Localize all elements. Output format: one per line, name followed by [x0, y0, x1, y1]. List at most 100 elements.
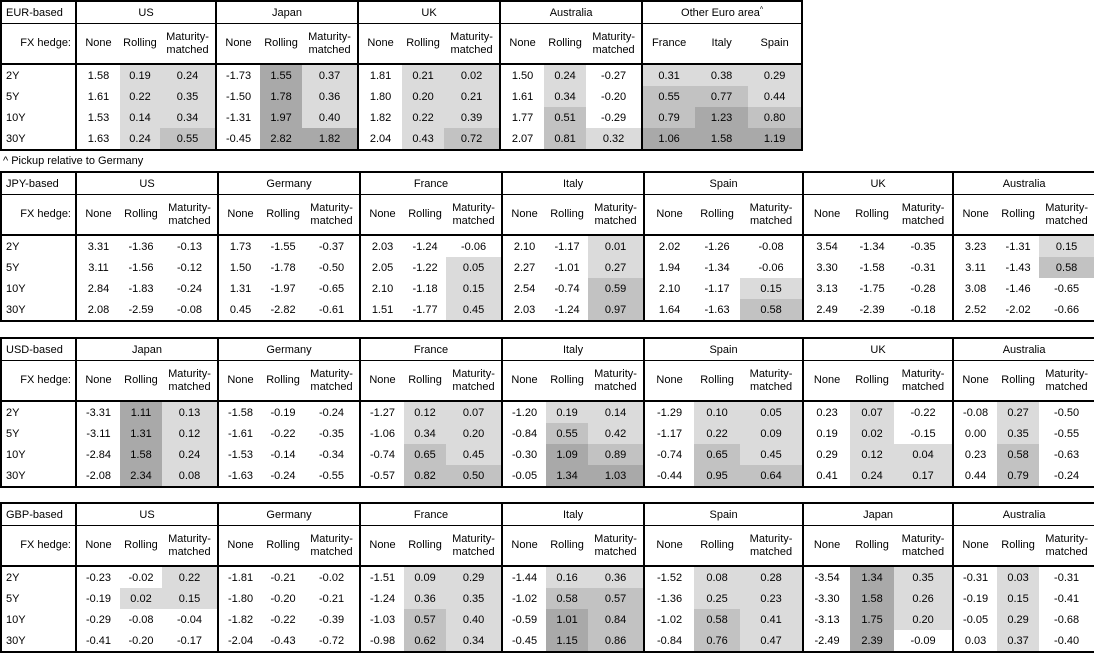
- value-cell-10y-australia-rolling: 0.29: [997, 609, 1040, 630]
- value-cell-10y-spain-maturity-matched: 0.15: [740, 278, 804, 299]
- group-header-germany: Germany: [217, 338, 361, 361]
- value-cell-5y-japan-maturity-matched: 0.12: [162, 423, 219, 444]
- group-name: Australia: [1002, 177, 1046, 190]
- value-cell-10y-australia-none: -0.05: [952, 609, 998, 630]
- value-cell-5y-uk-rolling: -1.58: [859, 261, 885, 274]
- value-cell-30y-germany-rolling: -0.43: [270, 634, 296, 647]
- value-cell-2y-australia-none: 1.50: [499, 64, 545, 86]
- value-cell-10y-italy-rolling: -0.74: [554, 282, 580, 295]
- value-cell-10y-italy-none: -0.59: [501, 609, 547, 630]
- value-cell-10y-france-rolling: -1.18: [412, 282, 438, 295]
- value-cell-5y-germany-rolling: -0.20: [270, 592, 296, 605]
- value-cell-2y-us-none: -0.23: [75, 566, 120, 588]
- value-cell-2y-australia-none: -0.31: [952, 566, 998, 588]
- column-header-rolling: Rolling: [850, 525, 895, 567]
- value-cell-30y-france-rolling: 0.82: [404, 465, 447, 487]
- value-cell-5y-germany-rolling: -1.78: [270, 261, 296, 274]
- value-cell-5y-australia-maturity-matched: -0.55: [1054, 427, 1080, 440]
- column-header-maturity-matched: Maturity-matched: [162, 360, 219, 402]
- group-header-france: France: [359, 338, 503, 361]
- column-header-none: None: [952, 194, 998, 236]
- value-cell-2y-france-maturity-matched: 0.07: [446, 401, 503, 423]
- value-cell-2y-germany-rolling: -0.21: [270, 571, 296, 584]
- value-cell-2y-us-rolling: -1.36: [128, 240, 154, 253]
- table-eur-based-slot: EUR-based US Japan UK Australia Other Euro ar…: [0, 0, 1094, 151]
- value-cell-5y-japan-rolling: 1.78: [260, 86, 303, 107]
- value-cell-5y-us-none: 3.11: [75, 257, 120, 278]
- value-cell-5y-spain-maturity-matched: 0.23: [740, 588, 804, 609]
- column-header-none: None: [215, 23, 261, 65]
- group-name: Australia: [1002, 508, 1046, 521]
- column-header-maturity-matched: Maturity-matched: [740, 525, 804, 567]
- value-cell-2y-france-rolling: 0.12: [404, 401, 447, 423]
- value-cell-2y-germany-none: -1.81: [217, 566, 263, 588]
- value-cell-2y-japan-rolling: 1.55: [260, 64, 303, 86]
- value-cell-30y-us-maturity-matched: -0.17: [176, 634, 203, 647]
- value-cell-30y-spain-rolling: 0.76: [694, 630, 741, 652]
- value-cell-5y-italy-rolling: 0.55: [546, 423, 589, 444]
- value-cell-5y-italy-rolling: -1.01: [554, 261, 580, 274]
- value-cell-5y-spain-none: -1.36: [643, 588, 695, 609]
- value-cell-30y-us-maturity-matched: -0.08: [176, 303, 203, 316]
- value-cell-30y-spain-rolling: 0.95: [694, 465, 741, 487]
- value-cell-5y-spain-rolling: 0.22: [694, 423, 741, 444]
- column-header-none: None: [75, 360, 120, 402]
- group-name: Germany: [266, 177, 312, 190]
- column-header-rolling: Rolling: [262, 525, 305, 567]
- value-cell-30y-australia-none: 0.44: [952, 465, 998, 487]
- value-cell-10y-japan-none: -3.13: [802, 609, 851, 630]
- column-header-maturity-matched: Maturity-matched: [894, 194, 954, 236]
- value-cell-30y-japan-none: -0.45: [215, 128, 261, 150]
- value-cell-5y-australia-maturity-matched: 0.58: [1039, 257, 1094, 278]
- column-header-none: None: [359, 525, 405, 567]
- group-header-us: US: [74, 503, 219, 526]
- value-cell-30y-france-maturity-matched: 0.50: [446, 465, 503, 487]
- value-cell-2y-us-none: 1.58: [75, 64, 120, 86]
- group-header-us: US: [74, 1, 217, 24]
- value-cell-2y-australia-maturity-matched: -0.27: [601, 69, 627, 82]
- value-cell-30y-france-rolling: 0.62: [404, 630, 447, 652]
- column-header-rolling: Rolling: [260, 23, 303, 65]
- value-cell-10y-germany-rolling: -0.14: [270, 448, 296, 461]
- column-header-rolling: Rolling: [404, 360, 447, 402]
- value-cell-30y-france-maturity-matched: 0.34: [446, 630, 503, 652]
- column-header-none: None: [75, 525, 120, 567]
- value-cell-2y-australia-maturity-matched: 0.15: [1039, 235, 1094, 257]
- group-header-australia: Australia: [499, 1, 643, 24]
- value-cell-30y-uk-rolling: 0.24: [850, 465, 895, 487]
- column-header-none: None: [643, 194, 695, 236]
- value-cell-30y-uk-maturity-matched: -0.18: [910, 303, 936, 316]
- value-cell-2y-italy-rolling: 0.16: [546, 566, 589, 588]
- value-cell-5y-france-rolling: 0.34: [404, 423, 447, 444]
- group-name: UK: [870, 343, 886, 356]
- value-cell-5y-uk-none: 3.30: [802, 257, 851, 278]
- value-cell-30y-other-euro-area-france: 1.06: [641, 128, 696, 150]
- column-header-rolling: Rolling: [546, 360, 589, 402]
- value-cell-10y-france-maturity-matched: 0.15: [446, 278, 503, 299]
- value-cell-2y-spain-none: -1.29: [643, 401, 695, 423]
- value-cell-10y-australia-none: 1.77: [499, 107, 545, 128]
- value-cell-2y-germany-none: -1.58: [217, 401, 263, 423]
- value-cell-30y-us-rolling: -0.20: [128, 634, 154, 647]
- value-cell-2y-italy-rolling: 0.19: [546, 401, 589, 423]
- group-header-france: France: [359, 172, 503, 195]
- row-label-5y: 5Y: [6, 90, 20, 103]
- value-cell-10y-uk-rolling: 0.12: [850, 444, 895, 465]
- value-cell-30y-japan-none: -2.49: [802, 630, 851, 652]
- column-header-rolling: Rolling: [404, 194, 447, 236]
- value-cell-10y-other-euro-area-france: 0.79: [641, 107, 696, 128]
- value-cell-10y-france-rolling: 0.65: [404, 444, 447, 465]
- table-eur-based: EUR-based US Japan UK Australia Other Euro ar…: [0, 0, 804, 151]
- value-cell-5y-us-rolling: 0.22: [120, 86, 160, 107]
- column-header-none: None: [501, 194, 547, 236]
- value-cell-30y-australia-rolling: 0.37: [997, 630, 1040, 652]
- value-cell-30y-spain-maturity-matched: 0.64: [740, 465, 804, 487]
- value-cell-30y-japan-maturity-matched: 1.82: [302, 128, 359, 150]
- column-header-maturity-matched: Maturity-matched: [160, 23, 217, 65]
- row-label-2y: 2Y: [6, 406, 20, 419]
- value-cell-2y-italy-maturity-matched: 0.01: [588, 235, 645, 257]
- group-header-germany: Germany: [217, 172, 361, 195]
- table-jpy-based: JPY-based US Germany France Italy Spain UK Aust…: [0, 171, 1094, 322]
- value-cell-30y-spain-rolling: -1.63: [704, 303, 730, 316]
